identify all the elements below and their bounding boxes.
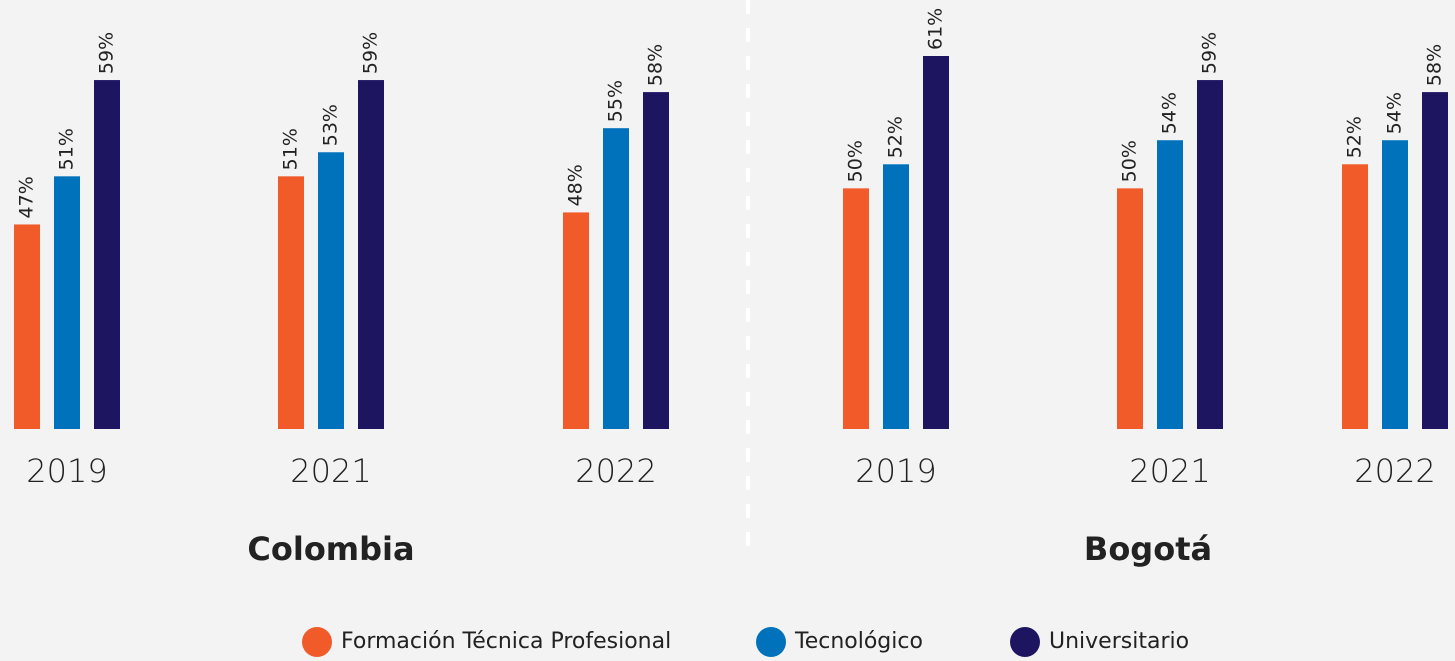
bar — [14, 224, 40, 429]
data-label: 59% — [96, 32, 118, 74]
data-label: 52% — [885, 116, 907, 158]
legend-swatch — [302, 627, 332, 657]
legend-label: Universitario — [1049, 629, 1189, 654]
bar — [1422, 92, 1448, 429]
bar — [1157, 140, 1183, 429]
bar — [1197, 80, 1223, 429]
data-label: 51% — [56, 128, 78, 170]
data-label: 55% — [605, 80, 627, 122]
x-tick-label: 2022 — [1354, 452, 1435, 490]
x-tick-label: 2021 — [1129, 452, 1210, 490]
bar — [54, 176, 80, 429]
data-label: 52% — [1344, 116, 1366, 158]
legend-swatch — [756, 627, 786, 657]
bar — [923, 56, 949, 429]
data-label: 50% — [1119, 140, 1141, 182]
x-tick-label: 2019 — [26, 452, 107, 490]
bar — [358, 80, 384, 429]
panel-title: Colombia — [247, 530, 414, 568]
x-tick-label: 2019 — [855, 452, 936, 490]
legend-label: Tecnológico — [794, 629, 923, 654]
bar — [563, 212, 589, 429]
data-label: 61% — [925, 8, 947, 50]
bar — [883, 164, 909, 429]
bar — [318, 152, 344, 430]
panel-title: Bogotá — [1084, 530, 1212, 568]
bar — [603, 128, 629, 429]
data-label: 48% — [565, 164, 587, 206]
legend-swatch — [1010, 627, 1040, 657]
data-label: 53% — [320, 104, 342, 146]
data-label: 50% — [845, 140, 867, 182]
data-label: 58% — [1424, 44, 1446, 86]
x-tick-label: 2021 — [290, 452, 371, 490]
data-label: 54% — [1384, 92, 1406, 134]
bar — [1382, 140, 1408, 429]
data-label: 59% — [360, 32, 382, 74]
bar — [643, 92, 669, 429]
bar — [278, 176, 304, 429]
bar — [94, 80, 120, 429]
bar — [1342, 164, 1368, 429]
data-label: 54% — [1159, 92, 1181, 134]
bar — [843, 188, 869, 429]
legend-label: Formación Técnica Profesional — [341, 629, 671, 654]
data-label: 47% — [16, 176, 38, 218]
x-tick-label: 2022 — [575, 452, 656, 490]
data-label: 58% — [645, 44, 667, 86]
data-label: 59% — [1199, 32, 1221, 74]
data-label: 51% — [280, 128, 302, 170]
bar — [1117, 188, 1143, 429]
